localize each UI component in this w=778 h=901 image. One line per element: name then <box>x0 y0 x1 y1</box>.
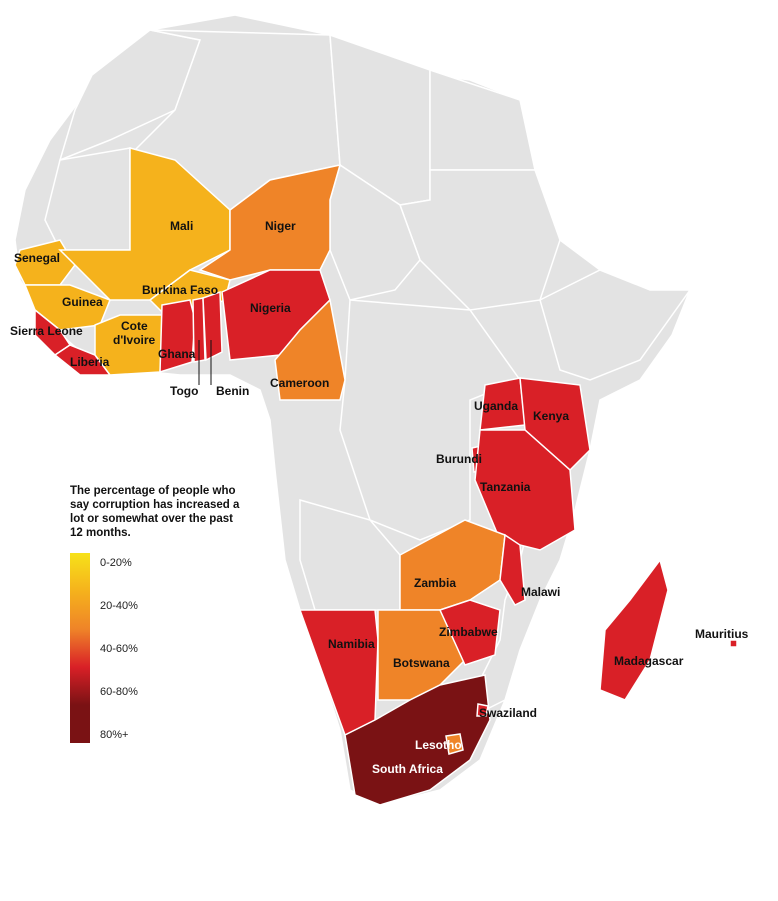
country-tanzania[interactable] <box>474 429 576 551</box>
country-benin[interactable] <box>202 290 223 362</box>
label-botswana: Botswana <box>393 656 450 670</box>
label-guinea: Guinea <box>62 295 103 309</box>
label-mauritius: Mauritius <box>695 627 749 641</box>
label-madagascar: Madagascar <box>614 654 684 668</box>
country-kenya[interactable] <box>519 377 591 472</box>
label-kenya: Kenya <box>533 409 569 423</box>
data-countries <box>14 147 738 806</box>
legend-swatch-3 <box>70 667 90 705</box>
country-togo[interactable] <box>192 297 206 363</box>
label-cote-divoire-line1: Cote <box>121 319 148 333</box>
country-madagascar[interactable] <box>599 558 669 701</box>
label-south-africa: South Africa <box>372 762 443 776</box>
legend-label-20-40: 20-40% <box>100 600 138 612</box>
label-nigeria: Nigeria <box>250 301 291 315</box>
legend-label-80-plus: 80%+ <box>100 729 129 741</box>
label-namibia: Namibia <box>328 637 375 651</box>
label-swaziland: Swaziland <box>479 706 537 720</box>
country-mauritius[interactable] <box>729 639 738 648</box>
label-sierra-leone: Sierra Leone <box>10 324 83 338</box>
legend-label-40-60: 40-60% <box>100 643 138 655</box>
legend-swatch-0 <box>70 553 90 591</box>
label-tanzania: Tanzania <box>480 480 531 494</box>
label-cote-divoire: Cote d'Ivoire <box>113 319 156 347</box>
legend-label-0-20: 0-20% <box>100 557 132 569</box>
label-benin: Benin <box>216 384 249 398</box>
country-swaziland[interactable] <box>476 703 489 717</box>
country-ghana[interactable] <box>159 299 196 374</box>
label-niger: Niger <box>265 219 296 233</box>
legend-title: The percentage of people who say corrupt… <box>70 485 240 539</box>
legend-label-60-80: 60-80% <box>100 686 138 698</box>
country-cameroon[interactable] <box>274 298 346 401</box>
label-zambia: Zambia <box>414 576 456 590</box>
ethiopia-region <box>539 269 692 381</box>
label-burundi: Burundi <box>436 452 482 466</box>
label-liberia: Liberia <box>70 355 110 369</box>
label-mali: Mali <box>170 219 193 233</box>
country-lesotho[interactable] <box>445 733 464 755</box>
leader-lines <box>198 340 212 385</box>
label-uganda: Uganda <box>474 399 518 413</box>
country-malawi[interactable] <box>499 533 526 606</box>
label-senegal: Senegal <box>14 251 60 265</box>
label-cote-divoire-line2: d'Ivoire <box>113 333 156 347</box>
label-ghana: Ghana <box>158 347 196 361</box>
country-zimbabwe[interactable] <box>438 599 501 666</box>
label-lesotho: Lesotho <box>415 738 462 752</box>
legend-swatch-1 <box>70 591 90 629</box>
label-malawi: Malawi <box>521 585 560 599</box>
legend-color-bar <box>70 553 90 743</box>
label-togo: Togo <box>170 384 198 398</box>
label-burkina-faso: Burkina Faso <box>142 283 218 297</box>
country-namibia[interactable] <box>298 609 379 737</box>
label-cameroon: Cameroon <box>270 376 329 390</box>
country-labels: Senegal Mali Niger Guinea Burkina Faso S… <box>10 219 749 776</box>
legend-swatch-2 <box>70 629 90 667</box>
legend-swatch-4 <box>70 705 90 743</box>
label-zimbabwe: Zimbabwe <box>439 625 498 639</box>
country-south-africa[interactable] <box>344 674 491 806</box>
